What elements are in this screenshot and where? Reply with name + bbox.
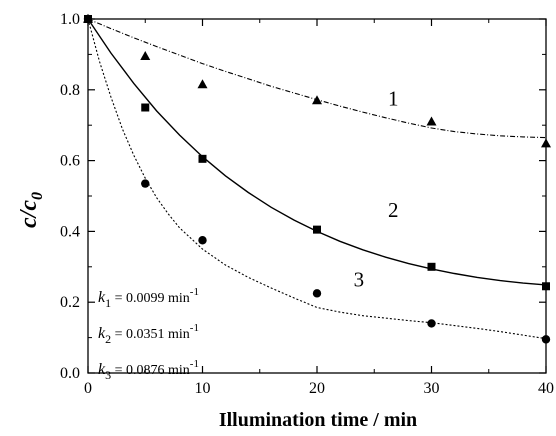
plot-frame [87, 18, 547, 374]
x-axis-title: Illumination time / min [219, 409, 417, 431]
data-point-series-3 [541, 335, 551, 344]
data-point-series-1 [197, 79, 208, 89]
rate-constant-2: k2 = 0.0351 min-1 [98, 322, 199, 346]
data-point-series-1 [426, 116, 437, 126]
rate-symbol: k [98, 361, 106, 378]
x-tick-label: 20 [309, 380, 325, 397]
data-point-series-1 [140, 50, 151, 60]
rate-value: = 0.0876 min [111, 363, 190, 378]
y-tick-label: 0.4 [60, 223, 80, 240]
rate-subscript: 3 [105, 368, 111, 382]
rate-subscript: 2 [105, 332, 111, 346]
rate-constant-3: k3 = 0.0876 min-1 [98, 358, 199, 382]
curve-label-1: 1 [388, 87, 399, 111]
curve-label-2: 2 [388, 198, 399, 222]
y-axis-title-sub: 0 [29, 192, 46, 200]
data-point-series-3 [198, 236, 207, 245]
x-tick-label: 40 [538, 380, 554, 397]
curve-label-3: 3 [354, 267, 365, 291]
rate-constant-1: k1 = 0.0099 min-1 [98, 286, 199, 310]
y-axis-title-group: c/c0 [16, 192, 46, 228]
fit-curve-series-2 [87, 18, 547, 286]
rate-superscript: -1 [190, 322, 199, 334]
data-point-series-2 [198, 154, 207, 163]
axis-tick-labels: 0 10 20 30 40 0.0 0.2 0.4 0.6 0.8 1.0 [60, 11, 554, 397]
y-tick-label: 1.0 [60, 11, 80, 28]
rate-symbol: k [98, 325, 106, 342]
x-tick-label: 30 [424, 380, 440, 397]
data-point-series-3 [427, 319, 436, 328]
y-axis-title-main: c/c [16, 200, 42, 228]
rate-value: = 0.0351 min [111, 327, 190, 342]
y-tick-label: 0.2 [60, 294, 80, 311]
y-tick-label: 0.8 [60, 82, 80, 99]
data-point-series-3 [141, 179, 150, 188]
rate-constant-legend: k1 = 0.0099 min-1k2 = 0.0351 min-1k3 = 0… [98, 286, 199, 382]
y-axis-title: c/c0 [16, 192, 46, 228]
y-tick-label: 0.6 [60, 153, 80, 170]
plot-axes [87, 18, 547, 374]
rate-superscript: -1 [190, 286, 199, 298]
rate-subscript: 1 [105, 296, 111, 310]
rate-value: = 0.0099 min [111, 291, 190, 306]
fit-curve-series-3 [87, 18, 547, 340]
data-point-series-1 [312, 95, 322, 105]
x-tick-label: 0 [84, 380, 92, 397]
curve-labels: 1 2 3 [354, 87, 399, 292]
data-point-series-3 [83, 14, 93, 24]
data-point-series-2 [427, 262, 436, 271]
y-tick-label: 0.0 [60, 365, 80, 382]
rate-superscript: -1 [190, 358, 199, 370]
fit-curve-series-1 [87, 18, 547, 139]
data-markers [83, 13, 551, 344]
data-point-series-1 [541, 138, 551, 148]
x-tick-label: 10 [195, 380, 211, 397]
rate-symbol: k [98, 289, 106, 306]
data-point-series-2 [141, 103, 150, 112]
axis-ticks [87, 18, 547, 374]
data-point-series-3 [312, 289, 322, 298]
data-point-series-2 [542, 282, 550, 291]
data-point-series-2 [313, 225, 321, 234]
